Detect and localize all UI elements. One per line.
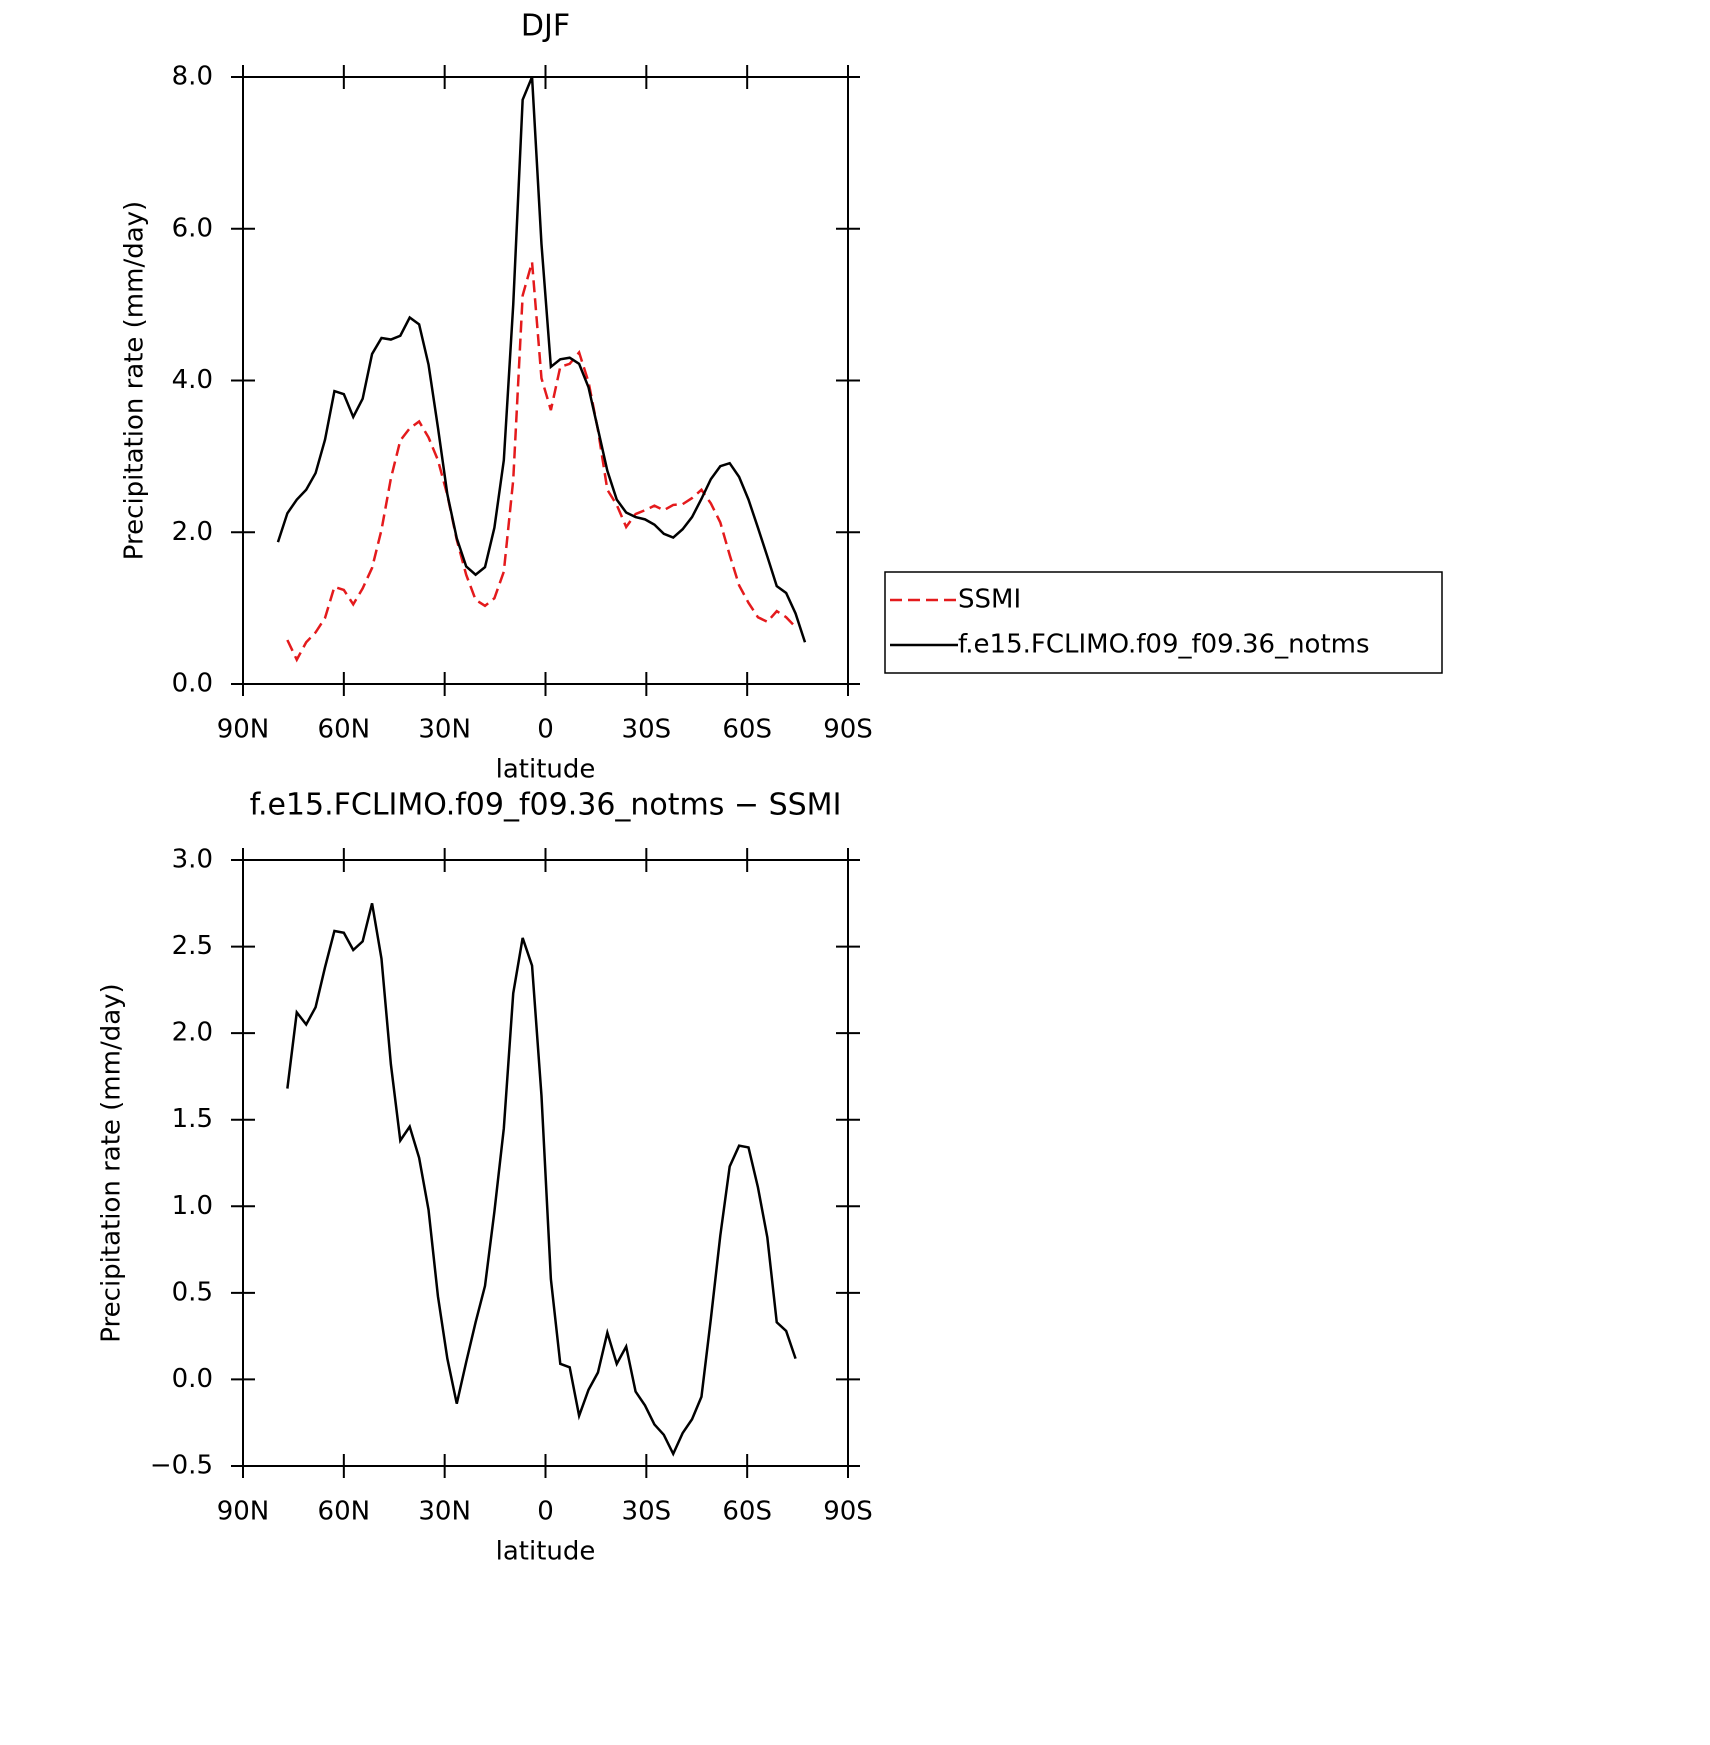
chart-title: DJF: [521, 9, 570, 44]
y-tick-label: −0.5: [150, 1451, 213, 1481]
data-line: [286, 261, 797, 663]
y-axis-label: Precipitation rate (mm/day): [97, 983, 127, 1342]
legend-label: SSMI: [958, 585, 1021, 615]
legend-label: f.e15.FCLIMO.f09_f09.36_notms: [958, 630, 1370, 660]
x-tick-label: 90S: [823, 715, 873, 745]
y-tick-label: 2.0: [172, 517, 213, 547]
x-tick-label: 0: [537, 1497, 554, 1527]
y-tick-label: 0.0: [172, 1364, 213, 1394]
y-tick-label: 0.0: [172, 669, 213, 699]
x-tick-label: 30N: [418, 715, 471, 745]
x-tick-label: 60N: [318, 1497, 371, 1527]
x-axis-label: latitude: [496, 1537, 596, 1567]
x-axis-label: latitude: [496, 755, 596, 785]
x-tick-label: 30N: [418, 1497, 471, 1527]
x-tick-label: 60S: [722, 1497, 772, 1527]
x-tick-label: 90N: [217, 715, 270, 745]
y-tick-label: 2.5: [172, 931, 213, 961]
y-tick-label: 1.5: [172, 1104, 213, 1134]
y-axis-label: Precipitation rate (mm/day): [120, 201, 150, 560]
x-tick-label: 30S: [622, 1497, 672, 1527]
y-tick-label: 3.0: [172, 845, 213, 875]
chart-title: f.e15.FCLIMO.f09_f09.36_notms − SSMI: [250, 788, 842, 823]
legend-box: [884, 571, 1443, 674]
y-tick-label: 8.0: [172, 62, 213, 92]
x-tick-label: 90N: [217, 1497, 270, 1527]
y-tick-label: 2.0: [172, 1018, 213, 1048]
x-tick-label: 90S: [823, 1497, 873, 1527]
x-tick-label: 60N: [318, 715, 371, 745]
y-tick-label: 1.0: [172, 1191, 213, 1221]
x-tick-label: 0: [537, 715, 554, 745]
x-tick-label: 30S: [622, 715, 672, 745]
data-line: [286, 902, 797, 1457]
y-tick-label: 6.0: [172, 213, 213, 243]
y-tick-label: 0.5: [172, 1277, 213, 1307]
data-line: [276, 76, 807, 643]
y-tick-label: 4.0: [172, 365, 213, 395]
x-tick-label: 60S: [722, 715, 772, 745]
